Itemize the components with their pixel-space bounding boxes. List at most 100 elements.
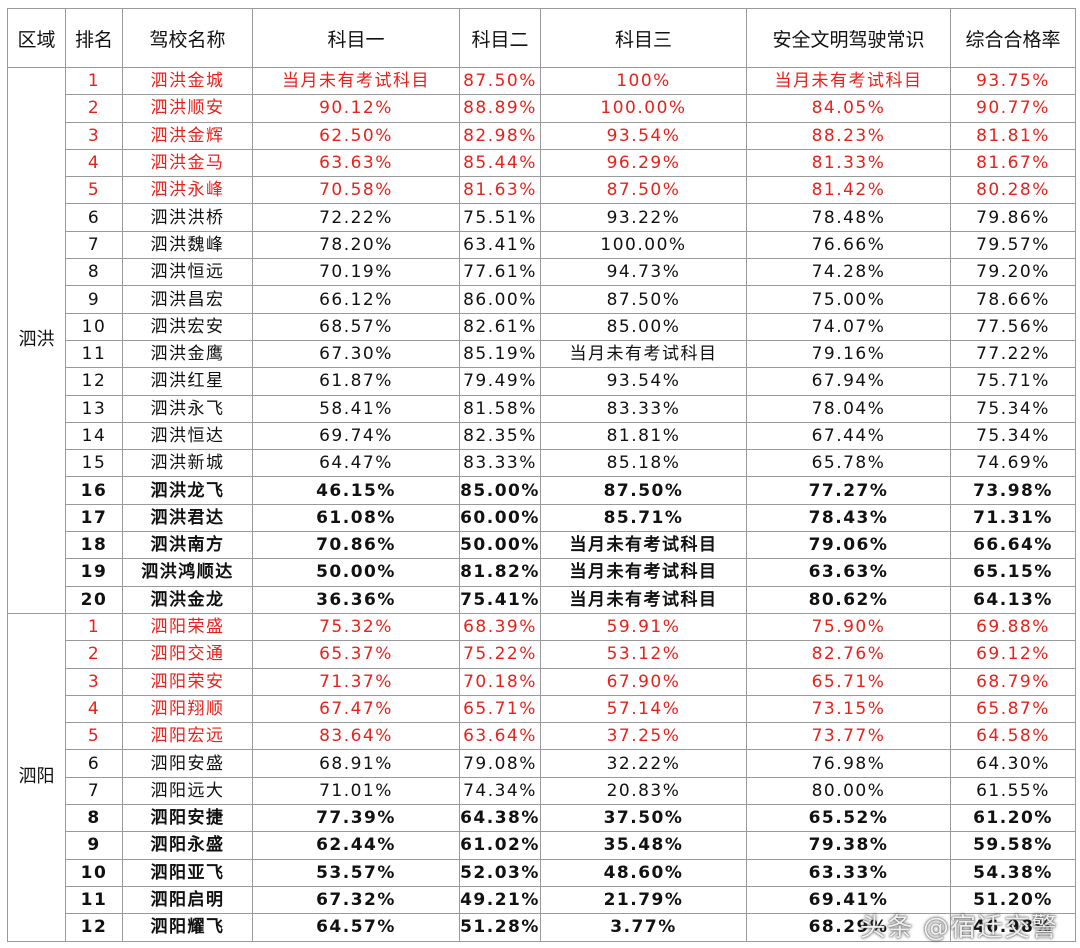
overall-rate: 90.77% [950, 94, 1076, 123]
subject-3: 93.54% [540, 367, 747, 396]
subject-2: 81.63% [459, 176, 541, 205]
subject-2: 85.19% [459, 339, 541, 369]
table-row: 7 泗洪魏峰 78.20% 63.41% 100.00% 76.66% 79.57% [8, 230, 1076, 260]
subject-3: 81.81% [540, 421, 747, 451]
safety-knowledge: 75.90% [746, 612, 951, 642]
header-cell: 科目二 [459, 8, 541, 68]
overall-rate: 80.28% [950, 176, 1076, 205]
rank: 9 [65, 831, 123, 860]
subject-1: 53.57% [252, 858, 460, 887]
school-name: 泗洪金城 [122, 66, 253, 96]
overall-rate: 75.34% [950, 421, 1076, 451]
overall-rate: 54.38% [950, 858, 1076, 887]
subject-2: 81.58% [459, 394, 541, 423]
overall-rate: 66.64% [950, 531, 1076, 560]
school-name: 泗洪金辉 [122, 121, 253, 150]
rank: 3 [65, 667, 123, 696]
subject-3: 83.33% [540, 394, 747, 423]
region-cell: 泗阳 [7, 612, 66, 942]
overall-rate: 61.55% [950, 776, 1076, 806]
safety-knowledge: 65.78% [746, 449, 951, 478]
safety-knowledge: 80.62% [746, 585, 951, 614]
rank: 11 [65, 339, 123, 369]
table-row: 13 泗洪永飞 58.41% 81.58% 83.33% 78.04% 75.34% [8, 394, 1076, 423]
subject-2: 79.49% [459, 367, 541, 396]
safety-knowledge: 81.42% [746, 176, 951, 205]
rank: 12 [65, 913, 123, 942]
safety-knowledge: 78.43% [746, 503, 951, 533]
subject-3: 当月未有考试科目 [540, 585, 747, 614]
table-body: 泗洪 1 泗洪金城 当月未有考试科目 87.50% 100% 当月未有考试科目 93.75% 2… [7, 66, 1076, 942]
safety-knowledge: 78.04% [746, 394, 951, 423]
subject-1: 50.00% [252, 558, 460, 587]
subject-2: 87.50% [459, 66, 541, 96]
overall-rate: 69.12% [950, 640, 1076, 669]
subject-3: 94.73% [540, 258, 747, 287]
school-name: 泗洪南方 [122, 531, 253, 560]
school-name: 泗洪龙飞 [122, 476, 253, 505]
subject-2: 75.51% [459, 203, 541, 232]
safety-knowledge: 80.00% [746, 776, 951, 806]
subject-2: 77.61% [459, 258, 541, 287]
subject-3: 67.90% [540, 667, 747, 696]
school-name: 泗阳安捷 [122, 804, 253, 833]
table-row: 16 泗洪龙飞 46.15% 85.00% 87.50% 77.27% 73.98% [8, 476, 1076, 505]
safety-knowledge: 79.06% [746, 531, 951, 560]
rank: 10 [65, 858, 123, 887]
subject-1: 72.22% [252, 203, 460, 232]
header-cell: 科目三 [540, 8, 747, 68]
rank: 3 [65, 121, 123, 150]
rank: 12 [65, 367, 123, 396]
safety-knowledge: 78.48% [746, 203, 951, 232]
subject-3: 85.71% [540, 503, 747, 533]
subject-3: 100.00% [540, 94, 747, 123]
overall-rate: 68.79% [950, 667, 1076, 696]
safety-knowledge: 65.52% [746, 804, 951, 833]
table-row: 12 泗洪红星 61.87% 79.49% 93.54% 67.94% 75.71% [8, 367, 1076, 396]
subject-1: 75.32% [252, 612, 460, 642]
subject-3: 当月未有考试科目 [540, 339, 747, 369]
rank: 1 [65, 66, 123, 96]
subject-2: 82.35% [459, 421, 541, 451]
overall-rate: 93.75% [950, 66, 1076, 96]
subject-3: 当月未有考试科目 [540, 558, 747, 587]
subject-3: 85.18% [540, 449, 747, 478]
subject-2: 81.82% [459, 558, 541, 587]
school-name: 泗洪君达 [122, 503, 253, 533]
subject-2: 52.03% [459, 858, 541, 887]
subject-1: 61.87% [252, 367, 460, 396]
table-row: 3 泗洪金辉 62.50% 82.98% 93.54% 88.23% 81.81% [8, 121, 1076, 150]
rank: 9 [65, 285, 123, 314]
subject-3: 20.83% [540, 776, 747, 806]
table-row: 8 泗阳安捷 77.39% 64.38% 37.50% 65.52% 61.20% [8, 804, 1076, 833]
table-row: 17 泗洪君达 61.08% 60.00% 85.71% 78.43% 71.31% [8, 503, 1076, 533]
subject-3: 37.50% [540, 804, 747, 833]
school-name: 泗洪洪桥 [122, 203, 253, 232]
school-name: 泗洪永飞 [122, 394, 253, 423]
subject-3: 87.50% [540, 285, 747, 314]
subject-2: 83.33% [459, 449, 541, 478]
table-row: 10 泗洪宏安 68.57% 82.61% 85.00% 74.07% 77.56% [8, 312, 1076, 341]
overall-rate: 46.98% [950, 913, 1076, 942]
table-row: 2 泗洪顺安 90.12% 88.89% 100.00% 84.05% 90.77% [8, 94, 1076, 123]
table-row: 2 泗阳交通 65.37% 75.22% 53.12% 82.76% 69.12% [8, 640, 1076, 669]
subject-2: 68.39% [459, 612, 541, 642]
subject-3: 57.14% [540, 694, 747, 724]
safety-knowledge: 68.29% [746, 913, 951, 942]
subject-1: 36.36% [252, 585, 460, 614]
table-row: 8 泗洪恒远 70.19% 77.61% 94.73% 74.28% 79.20% [8, 258, 1076, 287]
safety-knowledge: 74.28% [746, 258, 951, 287]
subject-1: 68.91% [252, 749, 460, 778]
subject-1: 68.57% [252, 312, 460, 341]
table-row: 5 泗阳宏远 83.64% 63.64% 37.25% 73.77% 64.58% [8, 722, 1076, 751]
subject-1: 77.39% [252, 804, 460, 833]
safety-knowledge: 73.15% [746, 694, 951, 724]
subject-1: 67.32% [252, 885, 460, 915]
subject-2: 65.71% [459, 694, 541, 724]
rank: 11 [65, 885, 123, 915]
safety-knowledge: 81.33% [746, 148, 951, 178]
overall-rate: 51.20% [950, 885, 1076, 915]
subject-1: 61.08% [252, 503, 460, 533]
table-row: 3 泗阳荣安 71.37% 70.18% 67.90% 65.71% 68.79% [8, 667, 1076, 696]
